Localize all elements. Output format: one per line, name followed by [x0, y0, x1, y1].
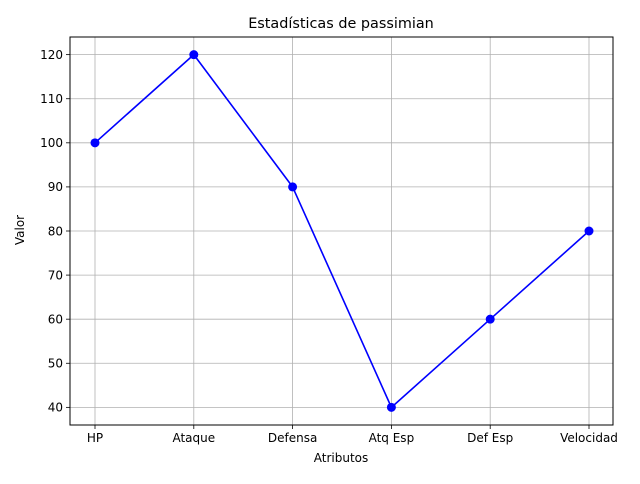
data-point: [584, 226, 594, 236]
x-tick-label: Atq Esp: [369, 431, 415, 445]
y-tick-label: 100: [40, 136, 63, 150]
data-point: [189, 50, 199, 60]
y-axis-ticks: 40 50 60 70 80 90 100 110 120: [40, 48, 70, 415]
x-tick-label: Def Esp: [467, 431, 513, 445]
y-tick-label: 110: [40, 92, 63, 106]
y-tick-label: 40: [48, 401, 63, 415]
data-point: [288, 182, 298, 192]
y-tick-label: 60: [48, 312, 63, 326]
series-line: [94, 53, 590, 409]
y-tick-label: 50: [48, 357, 63, 371]
series-layer: [90, 50, 594, 412]
x-axis-ticks: HP Ataque Defensa Atq Esp Def Esp Velocidad: [87, 425, 618, 445]
y-tick-label: 120: [40, 48, 63, 62]
y-tick-label: 90: [48, 180, 63, 194]
x-tick-label: Velocidad: [560, 431, 618, 445]
data-point: [386, 402, 396, 412]
grid: [70, 37, 613, 425]
y-tick-label: 70: [48, 268, 63, 282]
x-tick-label: Ataque: [172, 431, 215, 445]
y-axis-label: Valor: [13, 215, 27, 245]
y-tick-label: 80: [48, 224, 63, 238]
data-point: [90, 138, 100, 148]
x-tick-label: Defensa: [268, 431, 317, 445]
chart-title: Estadísticas de passimian: [248, 16, 434, 32]
x-tick-label: HP: [87, 431, 103, 445]
data-point: [485, 314, 495, 324]
x-axis-label: Atributos: [314, 451, 369, 465]
